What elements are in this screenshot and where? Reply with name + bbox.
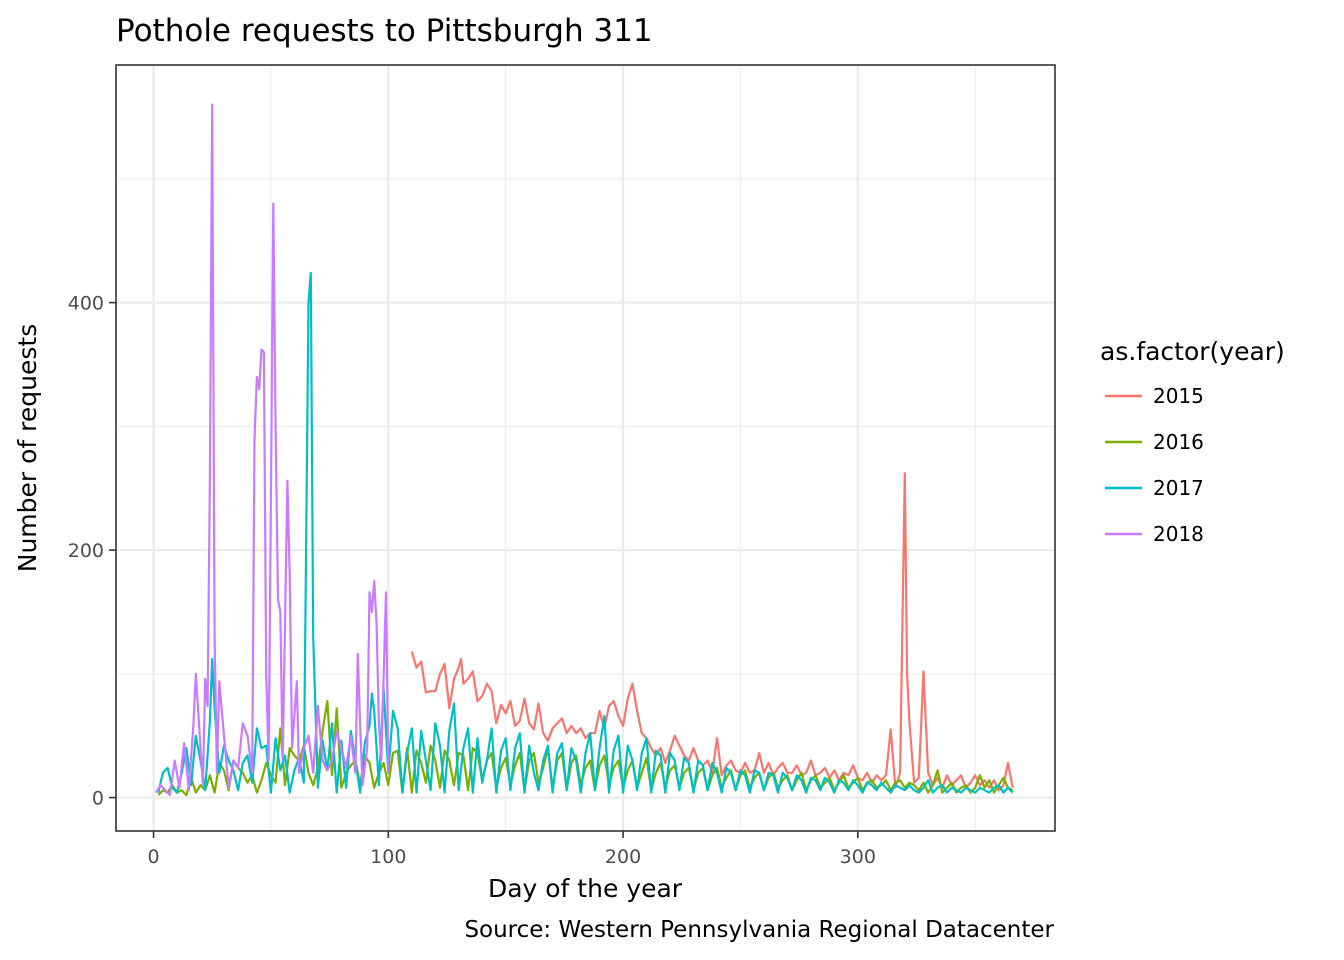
plot-panel [115, 64, 1056, 832]
legend-label-2016: 2016 [1153, 430, 1204, 454]
y-tick-label: 200 [68, 540, 104, 562]
source-caption: Source: Western Pennsylvania Regional Da… [464, 917, 1054, 943]
legend-item-2017: 2017 [1105, 476, 1204, 500]
legend-item-2015: 2015 [1105, 384, 1204, 408]
legend-label-2017: 2017 [1153, 476, 1204, 500]
x-tick-label: 0 [148, 846, 160, 868]
series-lines [154, 103, 1014, 797]
legend-item-2018: 2018 [1105, 522, 1204, 546]
major-gridlines [116, 65, 1055, 831]
legend: as.factor(year) 2015 2016 2017 2018 [1100, 337, 1285, 546]
x-axis-title: Day of the year [488, 874, 683, 903]
minor-gridlines [116, 65, 1055, 831]
series-line-2018 [154, 103, 390, 797]
y-tick-label: 400 [68, 293, 104, 315]
series-line-2016 [157, 700, 1014, 797]
x-tick-label: 100 [370, 846, 406, 868]
y-tick-label: 0 [92, 788, 104, 810]
legend-item-2016: 2016 [1105, 430, 1204, 454]
y-axis-title: Number of requests [13, 324, 42, 572]
x-tick-label: 300 [840, 846, 876, 868]
legend-label-2018: 2018 [1153, 522, 1204, 546]
chart-title: Pothole requests to Pittsburgh 311 [116, 13, 653, 49]
x-tick-label: 200 [605, 846, 641, 868]
legend-title: as.factor(year) [1100, 337, 1285, 366]
legend-label-2015: 2015 [1153, 384, 1204, 408]
series-line-2015 [410, 472, 1014, 792]
plot-border [115, 64, 1056, 832]
y-axis: 0 200 400 [68, 293, 116, 810]
x-axis: 0 100 200 300 [148, 831, 876, 868]
